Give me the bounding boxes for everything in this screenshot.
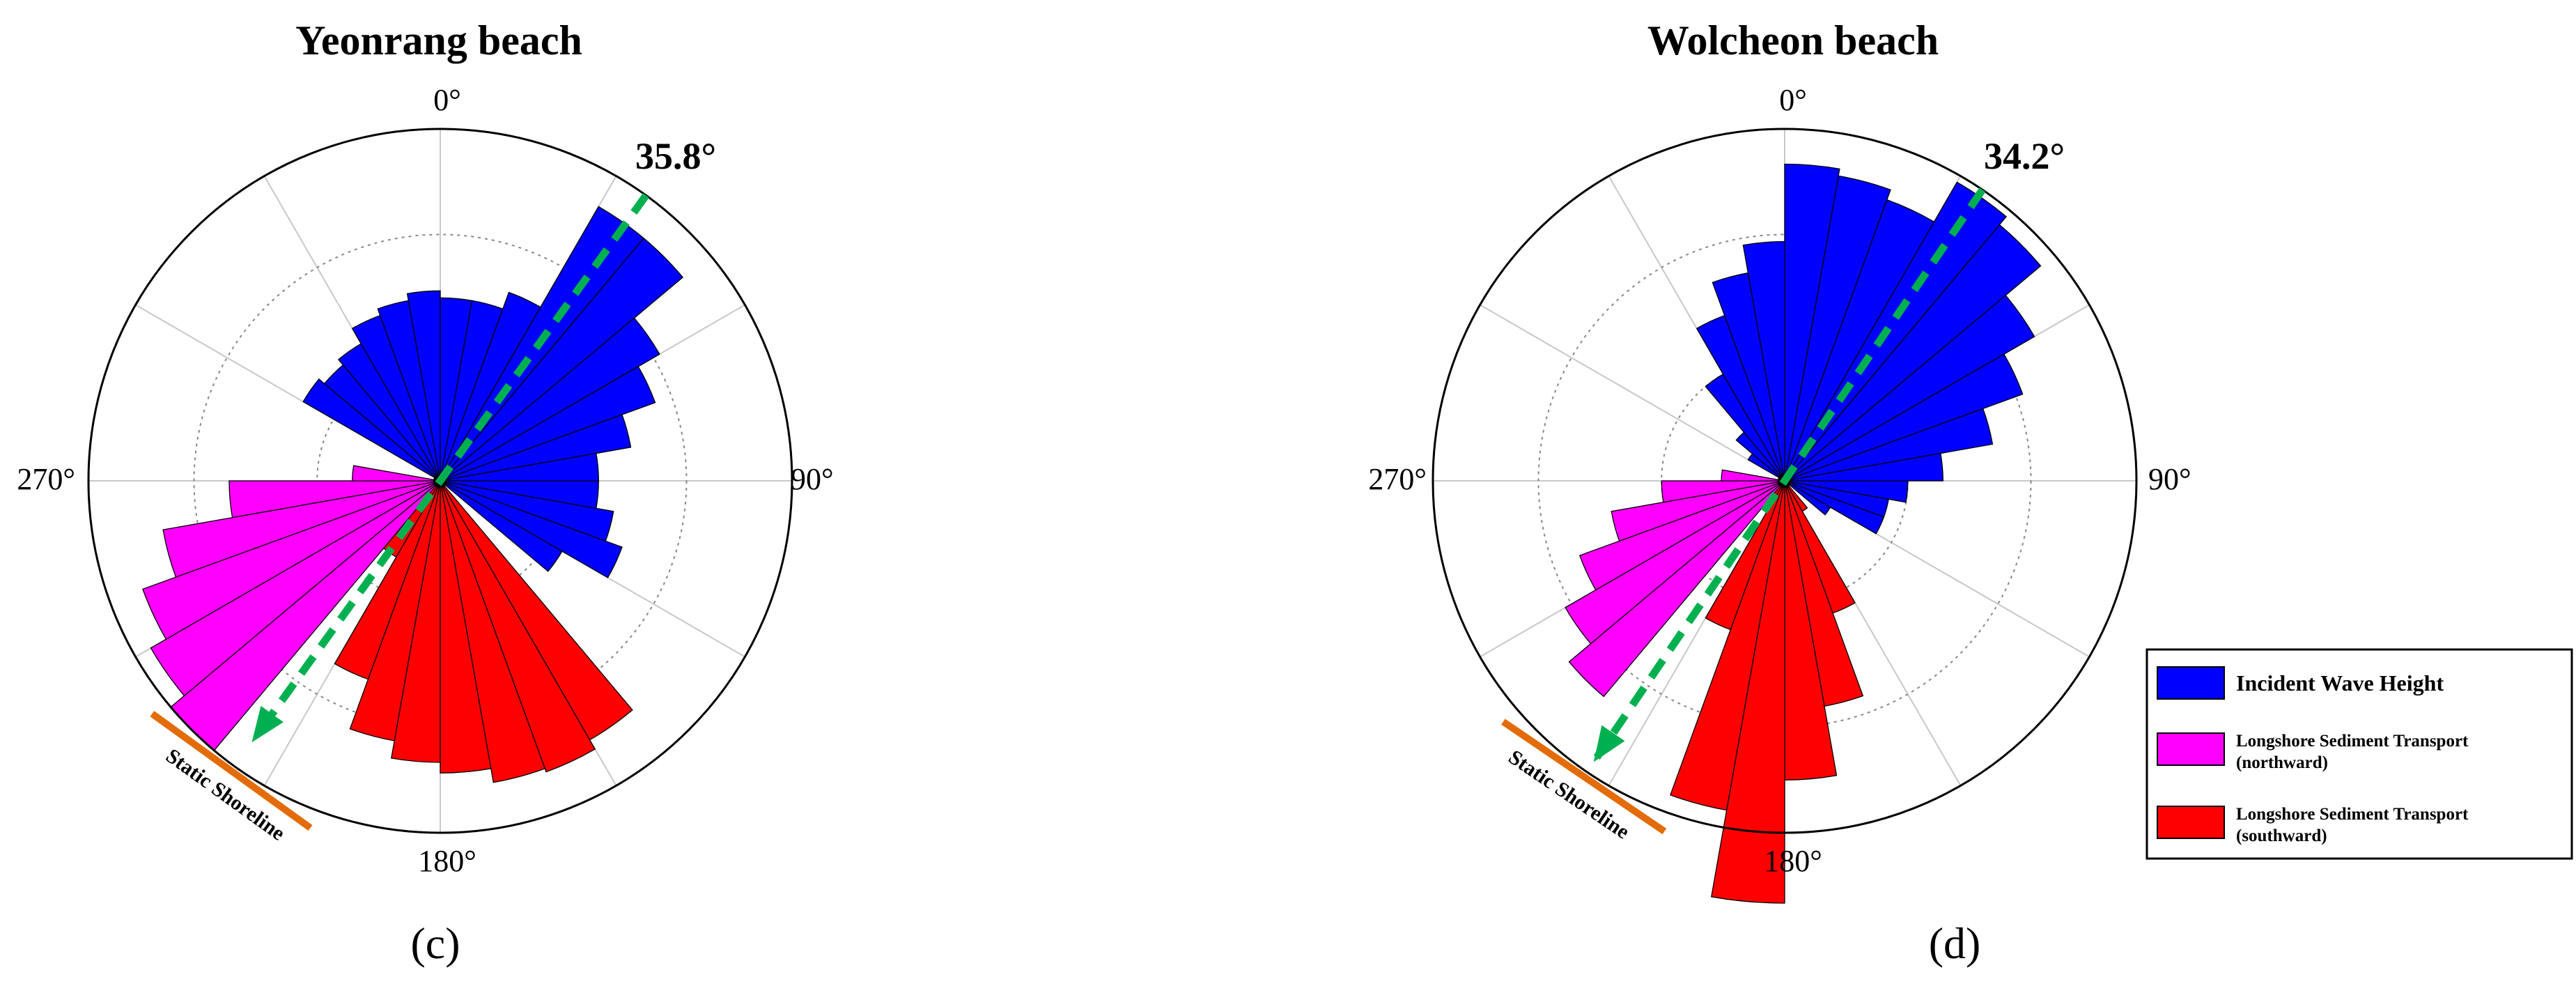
bars: [1565, 163, 2042, 904]
grid-spoke: [1480, 304, 1785, 482]
panel-yeonrang: Yeonrang beach 0° 90° 180° 270° 35.8° St…: [17, 17, 833, 968]
legend-label-incident: Incident Wave Height: [2236, 670, 2444, 695]
highlight-arrowhead: [1593, 725, 1625, 762]
legend-label-northward-2: (northward): [2236, 753, 2328, 772]
bar-incident: [1784, 224, 2042, 482]
bar-incident: [1784, 294, 2035, 482]
highlight-arrow: [251, 193, 649, 743]
bar-incident: [1784, 480, 1831, 516]
highlight-arrow: [1593, 187, 1986, 762]
bar-incident: [1784, 175, 1891, 482]
bar-northward: [228, 480, 441, 518]
bar-northward: [1661, 480, 1785, 503]
bar-southward: [349, 480, 441, 741]
highlight-line: [251, 193, 649, 740]
bar-southward: [334, 480, 441, 680]
highlight-arrowhead: [251, 705, 284, 743]
panel-label: (c): [410, 918, 460, 968]
shoreline: [150, 711, 313, 831]
angle-label-90: 90°: [2148, 462, 2191, 496]
chart-title: Yeonrang beach: [295, 17, 582, 63]
outer-circle: [87, 128, 793, 834]
shoreline-bar: [1501, 718, 1667, 835]
legend-swatch-northward: [2157, 732, 2225, 766]
bar-incident: [1784, 181, 2008, 482]
panel-wolcheon: Wolcheon beach 0° 90° 180° 270° 34.2° St…: [1368, 17, 2191, 968]
grid-ring: [1537, 233, 2032, 728]
chart-title: Wolcheon beach: [1647, 17, 1939, 63]
bar-northward: [1611, 480, 1785, 542]
outer-circle: [1431, 128, 2138, 834]
legend-label-southward-1: Longshore Sediment Transport: [2236, 805, 2469, 824]
bar-northward: [1565, 480, 1785, 645]
bar-northward: [352, 465, 441, 482]
bar-incident: [440, 366, 656, 482]
angle-label-180: 180°: [418, 844, 476, 878]
bar-southward: [440, 480, 492, 774]
bar-northward: [162, 480, 441, 578]
bar-incident: [440, 317, 660, 482]
bar-incident: [1784, 452, 1943, 482]
legend: Incident Wave Height Longshore Sediment …: [2146, 648, 2573, 860]
bar-northward: [150, 480, 441, 697]
bar-incident: [1784, 480, 1885, 535]
shoreline-bar: [150, 711, 313, 831]
bar-incident: [440, 414, 632, 482]
bar-southward: [440, 480, 596, 773]
bar-incident: [440, 480, 563, 572]
legend-label-southward-2: (southward): [2236, 827, 2327, 845]
bar-northward: [142, 480, 441, 640]
bar-northward: [1721, 469, 1785, 482]
shoreline: [1501, 718, 1667, 835]
highlight-angle-label: 34.2°: [1984, 135, 2065, 177]
bar-northward: [1578, 480, 1785, 591]
panel-label: (d): [1929, 918, 1981, 968]
bar-southward: [1670, 480, 1785, 811]
highlight-angle-label: 35.8°: [635, 135, 716, 177]
bar-incident: [302, 378, 441, 482]
bar-northward: [1568, 480, 1785, 698]
angle-label-0: 0°: [433, 83, 461, 117]
bar-southward: [1705, 480, 1785, 631]
angle-label-270: 270°: [17, 462, 75, 496]
bar-incident: [1784, 353, 2024, 482]
bar-southward: [440, 480, 546, 783]
bar-incident: [1784, 408, 1994, 482]
legend-swatch-incident: [2157, 666, 2225, 700]
angle-label-180: 180°: [1764, 844, 1822, 878]
bars: [142, 206, 684, 783]
bar-incident: [440, 237, 684, 482]
legend-swatch-southward: [2157, 806, 2225, 839]
angle-label-0: 0°: [1779, 83, 1807, 117]
grid-ring: [193, 233, 688, 728]
angle-label-90: 90°: [791, 462, 834, 496]
legend-label-northward-1: Longshore Sediment Transport: [2236, 732, 2469, 751]
highlight-line: [1593, 187, 1986, 760]
bar-incident: [406, 290, 441, 482]
angle-label-270: 270°: [1368, 462, 1427, 496]
bar-incident: [440, 480, 623, 578]
